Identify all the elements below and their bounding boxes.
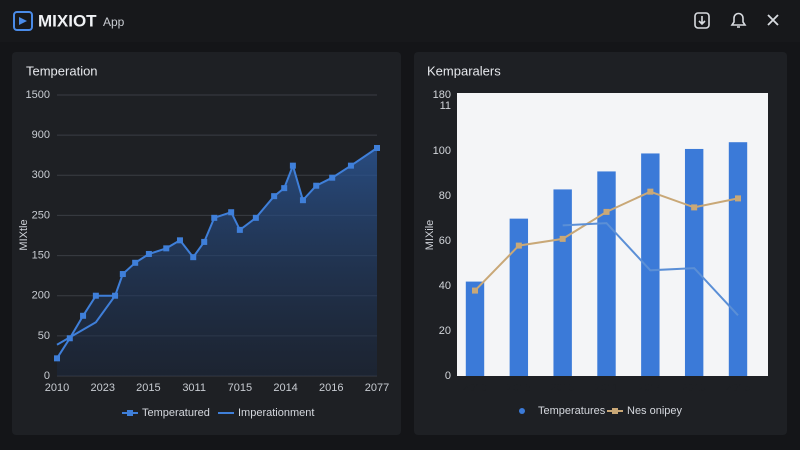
marker — [163, 245, 170, 252]
legend-label: Temperatured — [142, 407, 210, 419]
marker — [347, 162, 354, 169]
marker — [236, 226, 243, 233]
y-axis-label: MIXile — [424, 220, 436, 251]
marker — [281, 185, 288, 192]
y-tick-label: 50 — [38, 330, 50, 342]
marker — [228, 209, 235, 216]
marker — [603, 208, 610, 215]
legend-swatch — [519, 408, 525, 414]
marker — [735, 195, 741, 202]
marker — [313, 182, 320, 189]
bar — [597, 171, 616, 376]
bar — [728, 142, 748, 376]
marker — [271, 193, 278, 200]
bar — [465, 281, 485, 376]
line — [562, 222, 739, 316]
y-tick-label: 180 — [433, 89, 451, 101]
y-tick-label: 100 — [433, 145, 451, 157]
marker — [92, 292, 99, 299]
chart-title: Kemparalers — [427, 63, 501, 78]
bar — [684, 148, 704, 376]
marker — [515, 242, 522, 249]
x-tick-label: 2014 — [273, 382, 297, 394]
x-tick-label: 2023 — [90, 382, 114, 394]
marker — [201, 238, 208, 245]
bar — [553, 189, 572, 376]
legend-swatch — [127, 410, 133, 416]
x-tick-label: 2010 — [463, 382, 487, 394]
x-tick-label: 2016 — [319, 382, 343, 394]
x-tick-label: 2019 — [550, 382, 574, 394]
download-button[interactable] — [694, 12, 710, 29]
app-logo — [13, 11, 33, 31]
y-tick-label: 300 — [32, 169, 50, 181]
x-tick-label: 2015 — [136, 382, 160, 394]
app-name: MIXIOT — [38, 11, 97, 30]
x-tick-label: 3011 — [182, 382, 206, 394]
marker — [691, 204, 698, 211]
y-tick-label: 1500 — [26, 89, 50, 101]
y-tick-label: 900 — [32, 129, 50, 141]
marker — [80, 312, 87, 319]
y-axis-label: MIXtle — [18, 219, 30, 250]
x-tick-label: 2018 — [507, 382, 531, 394]
x-tick-label: 2011 — [595, 382, 619, 394]
notifications-button[interactable] — [730, 12, 747, 28]
marker — [190, 254, 197, 261]
marker — [54, 355, 60, 362]
marker — [472, 287, 478, 294]
legend-swatch — [612, 408, 618, 414]
y-tick-label: 250 — [32, 209, 50, 221]
marker — [252, 214, 259, 221]
x-tick-label: 7015 — [228, 382, 252, 394]
marker — [119, 271, 126, 278]
title-bar — [0, 0, 800, 42]
y-tick-label: 80 — [439, 190, 451, 202]
chart-title: Temperation — [26, 63, 98, 78]
y-tick-label: 0 — [445, 370, 451, 382]
app-suffix: App — [103, 15, 125, 29]
bar — [509, 218, 529, 376]
y-tick-label: 0 — [44, 370, 50, 382]
marker — [289, 162, 296, 169]
y-tick-label: 60 — [439, 235, 451, 247]
y-tick-label: 200 — [32, 290, 50, 302]
bar — [641, 153, 660, 376]
marker — [132, 259, 139, 266]
marker — [374, 144, 380, 151]
marker — [176, 237, 183, 244]
legend-label: Temperatures — [538, 405, 606, 417]
legend-label: Nes onipey — [627, 405, 683, 417]
area — [57, 148, 377, 376]
x-tick-label: 2077 — [365, 382, 389, 394]
app-logo-mark — [19, 17, 27, 25]
marker — [647, 188, 654, 195]
y-tick-label: 150 — [32, 249, 50, 261]
marker — [299, 197, 306, 204]
line — [56, 295, 116, 346]
marker — [329, 174, 336, 181]
marker — [211, 214, 218, 221]
marker — [145, 250, 152, 257]
legend-label: Imperationment — [238, 407, 314, 419]
x-tick-label: 2015 — [726, 382, 750, 394]
y-tick-label: 11 — [440, 100, 451, 112]
y-tick-label: 20 — [439, 325, 451, 337]
close-button[interactable] — [767, 14, 779, 26]
x-tick-label: 2010 — [45, 382, 69, 394]
x-tick-label: 2019 — [682, 382, 706, 394]
y-tick-label: 40 — [439, 280, 451, 292]
marker — [559, 235, 566, 242]
x-tick-label: 2014 — [638, 382, 662, 394]
